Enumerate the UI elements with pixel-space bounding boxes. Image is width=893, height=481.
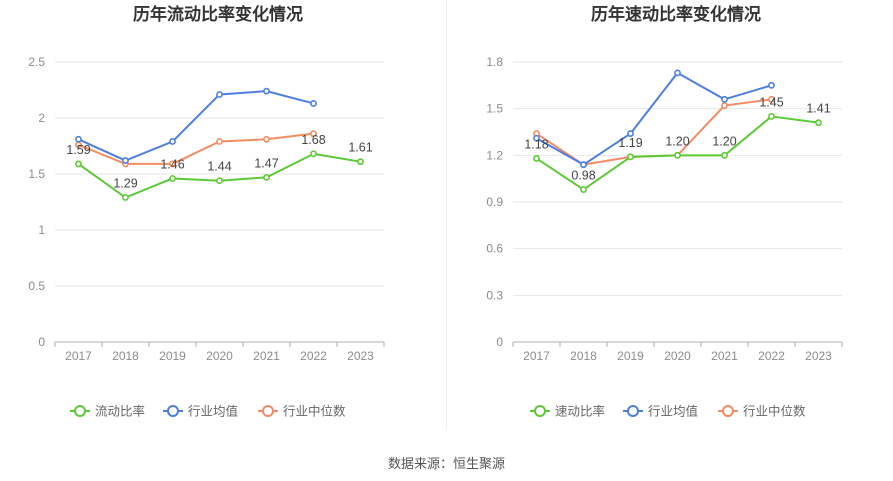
data-label: 1.61 — [348, 141, 372, 155]
data-point — [768, 113, 775, 120]
data-point — [768, 95, 775, 103]
data-source-note: 数据来源：恒生聚源 — [387, 456, 505, 471]
x-tick-label: 2022 — [758, 349, 785, 363]
y-tick-label: 0.9 — [486, 195, 503, 209]
data-point — [627, 153, 634, 161]
x-tick-label: 2018 — [570, 349, 597, 363]
data-point — [674, 69, 681, 77]
data-point — [580, 186, 587, 193]
x-tick-label: 2019 — [159, 349, 186, 363]
data-label: 1.44 — [207, 160, 231, 174]
legend-label: 行业均值 — [188, 404, 238, 419]
data-point — [169, 160, 176, 168]
legend-marker-icon — [167, 405, 179, 417]
legend-label: 速动比率 — [555, 404, 605, 419]
data-label: 0.98 — [571, 169, 595, 183]
data-point — [263, 173, 270, 181]
data-label: 1.18 — [524, 137, 548, 151]
y-tick-label: 0 — [496, 335, 503, 349]
y-tick-label: 2 — [38, 111, 45, 125]
legend-label: 行业中位数 — [743, 404, 806, 419]
data-point — [580, 161, 587, 169]
data-point — [216, 91, 223, 98]
data-point — [533, 155, 540, 162]
legend-marker-icon — [722, 405, 734, 417]
data-label: 1.45 — [759, 95, 783, 109]
legend-marker-icon — [74, 405, 86, 417]
data-point — [627, 130, 634, 137]
data-point — [216, 177, 223, 185]
data-point — [721, 95, 728, 103]
x-tick-label: 2018 — [112, 349, 139, 363]
data-point — [263, 87, 270, 95]
data-label: 1.59 — [66, 143, 90, 157]
data-point — [122, 194, 129, 201]
data-point — [122, 157, 129, 164]
legend-label: 行业均值 — [648, 404, 698, 419]
data-point — [263, 135, 270, 143]
data-point — [310, 130, 317, 138]
data-point — [533, 134, 540, 142]
quick-ratio-chart: 历年速动比率变化情况 0 0.3 0.6 0.9 1.2 1.5 1.8 2017 2018 201… — [486, 4, 843, 419]
data-point — [721, 151, 728, 159]
x-tick-label: 2023 — [347, 349, 374, 363]
y-tick-label: 0.6 — [486, 242, 503, 256]
data-label: 1.20 — [712, 134, 736, 148]
series-line-3 — [78, 132, 314, 165]
data-point — [169, 175, 176, 182]
data-label: 1.19 — [618, 136, 642, 150]
data-label: 1.68 — [301, 133, 325, 147]
x-tick-label: 2019 — [617, 349, 644, 363]
data-label: 1.46 — [160, 157, 184, 171]
data-point — [815, 119, 822, 127]
current-ratio-chart: 历年流动比率变化情况 0 0.5 1 1.5 2 2.5 2017 2018 2019 2020 20… — [28, 4, 385, 419]
y-tick-label: 1.8 — [486, 55, 503, 69]
y-tick-label: 2.5 — [28, 55, 45, 69]
x-tick-label: 2020 — [664, 349, 691, 363]
legend-marker-icon — [534, 405, 546, 417]
x-tick-label: 2021 — [711, 349, 738, 363]
data-point — [75, 135, 82, 143]
x-tick-label: 2021 — [253, 349, 280, 363]
y-tick-label: 0 — [38, 335, 45, 349]
chart-title: 历年流动比率变化情况 — [133, 4, 303, 24]
y-tick-label: 1 — [38, 223, 45, 237]
data-label: 1.29 — [113, 177, 137, 191]
data-point — [169, 138, 176, 145]
y-tick-label: 1.5 — [28, 167, 45, 181]
data-point — [310, 150, 317, 158]
chart-title: 历年速动比率变化情况 — [591, 4, 761, 24]
x-tick-label: 2017 — [65, 349, 92, 363]
data-label: 1.20 — [665, 134, 689, 148]
data-point — [674, 151, 681, 159]
legend-label: 行业中位数 — [283, 404, 346, 419]
data-label: 1.47 — [254, 156, 278, 170]
legend-marker-icon — [627, 405, 639, 417]
data-point — [216, 138, 223, 145]
x-tick-label: 2023 — [805, 349, 832, 363]
legend-label: 流动比率 — [95, 404, 145, 419]
x-tick-label: 2020 — [206, 349, 233, 363]
data-point — [75, 160, 82, 168]
series-line-2 — [78, 90, 314, 162]
data-point — [768, 81, 775, 89]
y-tick-label: 1.2 — [486, 148, 503, 162]
x-tick-label: 2017 — [523, 349, 550, 363]
y-tick-label: 0.5 — [28, 279, 45, 293]
data-point — [357, 158, 364, 166]
legend-marker-icon — [262, 405, 274, 417]
data-point — [310, 100, 317, 107]
y-tick-label: 0.3 — [486, 288, 503, 302]
data-point — [721, 102, 728, 109]
y-tick-label: 1.5 — [486, 102, 503, 116]
panel-divider — [446, 0, 447, 430]
series-line-2 — [536, 71, 772, 166]
data-label: 1.41 — [806, 102, 830, 116]
x-tick-label: 2022 — [300, 349, 327, 363]
